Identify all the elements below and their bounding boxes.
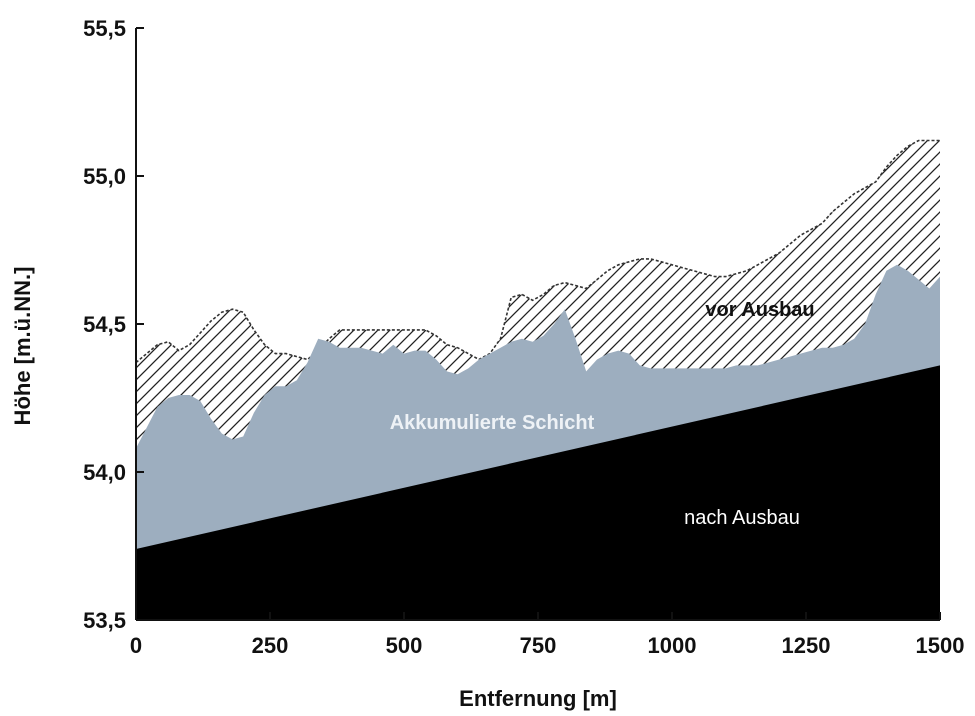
x-tick-label: 750	[520, 633, 557, 658]
annotation-vor-ausbau: vor Ausbau	[705, 299, 814, 321]
x-tick-label: 1000	[648, 633, 697, 658]
y-ticks: 53,5 54,0 54,5 55,0 55,5	[83, 16, 144, 633]
annotation-akkumulierte-schicht: Akkumulierte Schicht	[390, 412, 595, 434]
y-axis-title: Höhe [m.ü.NN.]	[10, 267, 35, 426]
annotation-nach-ausbau: nach Ausbau	[684, 507, 800, 529]
x-tick-label: 0	[130, 633, 142, 658]
plot-area	[136, 139, 940, 620]
y-tick-label: 54,0	[83, 460, 126, 485]
x-tick-label: 250	[252, 633, 289, 658]
x-tick-label: 1250	[782, 633, 831, 658]
axes: 0 250 500 750 1000 1250 1500 53,554,054,555,05…	[83, 16, 964, 658]
y-tick-label: 55,5	[83, 16, 126, 41]
x-tick-label: 500	[386, 633, 423, 658]
y-tick-label: 54,5	[83, 312, 126, 337]
y-tick-label: 55,0	[83, 164, 126, 189]
x-axis-title: Entfernung [m]	[459, 686, 617, 711]
x-ticks: 0 250 500 750 1000 1250 1500	[130, 612, 965, 658]
area-nach-ausbau	[136, 365, 940, 620]
x-tick-label: 1500	[916, 633, 965, 658]
y-tick-label: 53,5	[83, 608, 126, 633]
